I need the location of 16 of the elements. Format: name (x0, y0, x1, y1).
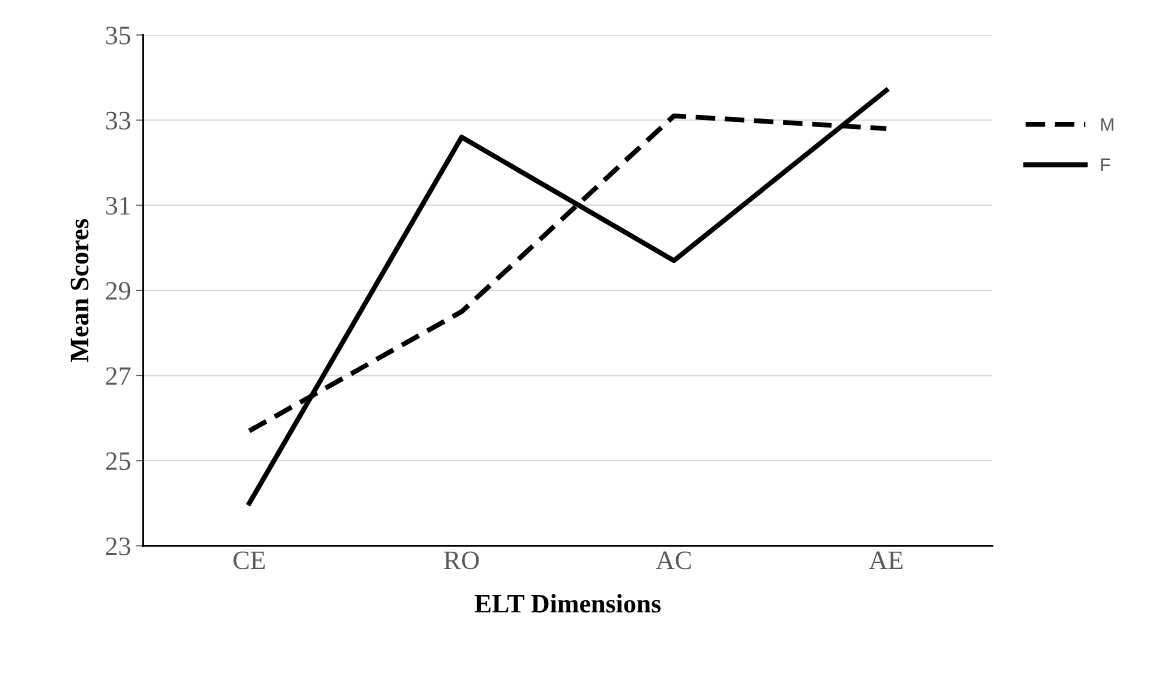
y-axis-title: Mean Scores (70, 219, 89, 362)
y-tick-label: 23 (106, 537, 131, 556)
legend-label: F (1101, 158, 1111, 172)
x-axis-title: ELT Dimensions (474, 594, 661, 613)
x-tick-label: RO (444, 551, 479, 570)
y-tick-label: 27 (106, 367, 131, 385)
y-tick-label: 25 (106, 452, 131, 471)
y-tick-label: 35 (106, 26, 131, 45)
y-tick-label: 33 (106, 111, 131, 130)
x-tick-label: AE (868, 551, 903, 569)
x-tick-label: AC (655, 551, 691, 570)
x-tick-label: CE (233, 551, 265, 570)
y-tick-label: 31 (106, 196, 130, 215)
line-series (246, 87, 889, 506)
y-tick-label: 29 (106, 282, 131, 300)
legend-label: M (1101, 118, 1114, 131)
